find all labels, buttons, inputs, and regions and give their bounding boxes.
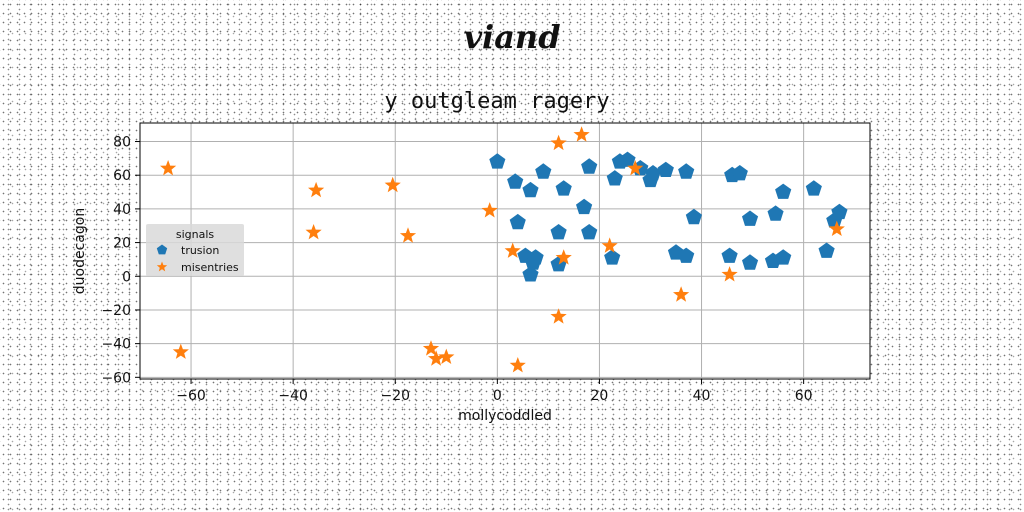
- point-misentries: [509, 357, 526, 373]
- point-misentries: [555, 249, 572, 265]
- y-axis-label: duodecagon: [72, 208, 88, 294]
- point-misentries: [172, 343, 189, 359]
- point-misentries: [422, 340, 440, 356]
- point-trusion: [678, 247, 695, 263]
- legend: signals trusion misentries: [146, 224, 244, 276]
- x-axis: −60 −40 −20 0 20 40 60: [176, 379, 813, 404]
- point-trusion: [685, 208, 702, 225]
- point-trusion: [581, 158, 598, 174]
- point-misentries: [384, 176, 401, 193]
- point-misentries: [828, 220, 845, 236]
- legend-label-misentries: misentries: [181, 261, 239, 274]
- point-trusion: [619, 151, 636, 167]
- y-tick-label: −20: [101, 303, 131, 319]
- point-misentries: [504, 242, 521, 258]
- point-trusion: [657, 161, 674, 177]
- point-trusion: [721, 247, 738, 263]
- legend-box: [146, 224, 244, 276]
- point-trusion: [576, 198, 593, 215]
- point-trusion: [767, 205, 784, 221]
- point-trusion: [731, 165, 748, 181]
- x-tick-label: −20: [380, 388, 410, 404]
- data-points: [160, 126, 848, 373]
- y-tick-label: 40: [113, 202, 131, 218]
- point-trusion: [775, 249, 792, 265]
- point-trusion: [831, 203, 848, 220]
- point-trusion: [775, 183, 792, 199]
- x-tick-label: 40: [693, 388, 711, 404]
- x-tick-label: 0: [493, 388, 502, 404]
- chart-title: y outgleam ragery: [384, 89, 609, 114]
- y-axis: −60 −40 −20 0 20 40 60 80: [101, 135, 140, 386]
- x-tick-label: 20: [591, 388, 609, 404]
- point-trusion: [525, 254, 542, 270]
- point-trusion: [604, 249, 621, 265]
- header-title: viand: [463, 18, 561, 56]
- point-trusion: [581, 224, 598, 240]
- point-misentries: [673, 286, 690, 302]
- point-misentries: [160, 160, 177, 176]
- y-tick-label: 80: [113, 135, 131, 151]
- point-misentries: [550, 308, 567, 324]
- point-misentries: [573, 126, 590, 142]
- point-trusion: [550, 224, 567, 240]
- point-misentries: [550, 134, 567, 151]
- point-trusion: [606, 170, 623, 186]
- point-misentries: [627, 160, 644, 176]
- legend-label-trusion: trusion: [181, 244, 219, 257]
- legend-title: signals: [176, 228, 215, 241]
- plot-frame: [139, 122, 871, 380]
- x-tick-label: 60: [795, 388, 813, 404]
- point-trusion: [742, 254, 759, 270]
- point-misentries: [399, 227, 417, 243]
- legend-marker-misentries: [156, 261, 168, 272]
- point-trusion: [509, 213, 526, 230]
- point-trusion: [645, 165, 662, 181]
- x-tick-label: −60: [176, 388, 206, 404]
- y-tick-label: 20: [113, 236, 131, 252]
- point-misentries: [481, 202, 498, 218]
- y-tick-label: −40: [101, 337, 131, 353]
- point-trusion: [522, 266, 539, 282]
- point-trusion: [818, 242, 835, 258]
- x-tick-label: −40: [278, 388, 308, 404]
- x-axis-label: mollycoddled: [458, 408, 552, 424]
- plot-area: [140, 123, 870, 379]
- point-misentries: [305, 224, 322, 240]
- point-misentries: [308, 181, 325, 198]
- legend-marker-trusion: [156, 244, 168, 255]
- y-tick-label: 0: [122, 269, 131, 285]
- point-misentries: [601, 237, 618, 253]
- point-misentries: [438, 348, 455, 364]
- grid-lines: [140, 123, 870, 379]
- y-tick-label: −60: [101, 370, 131, 386]
- point-trusion: [522, 181, 539, 198]
- point-trusion: [805, 180, 822, 196]
- point-trusion: [489, 153, 506, 169]
- point-trusion: [555, 180, 572, 196]
- point-misentries: [428, 350, 445, 366]
- point-misentries: [721, 266, 738, 282]
- point-trusion: [535, 163, 552, 179]
- point-trusion: [507, 173, 524, 189]
- point-trusion: [742, 210, 759, 226]
- y-tick-label: 60: [113, 168, 131, 184]
- point-trusion: [678, 163, 695, 179]
